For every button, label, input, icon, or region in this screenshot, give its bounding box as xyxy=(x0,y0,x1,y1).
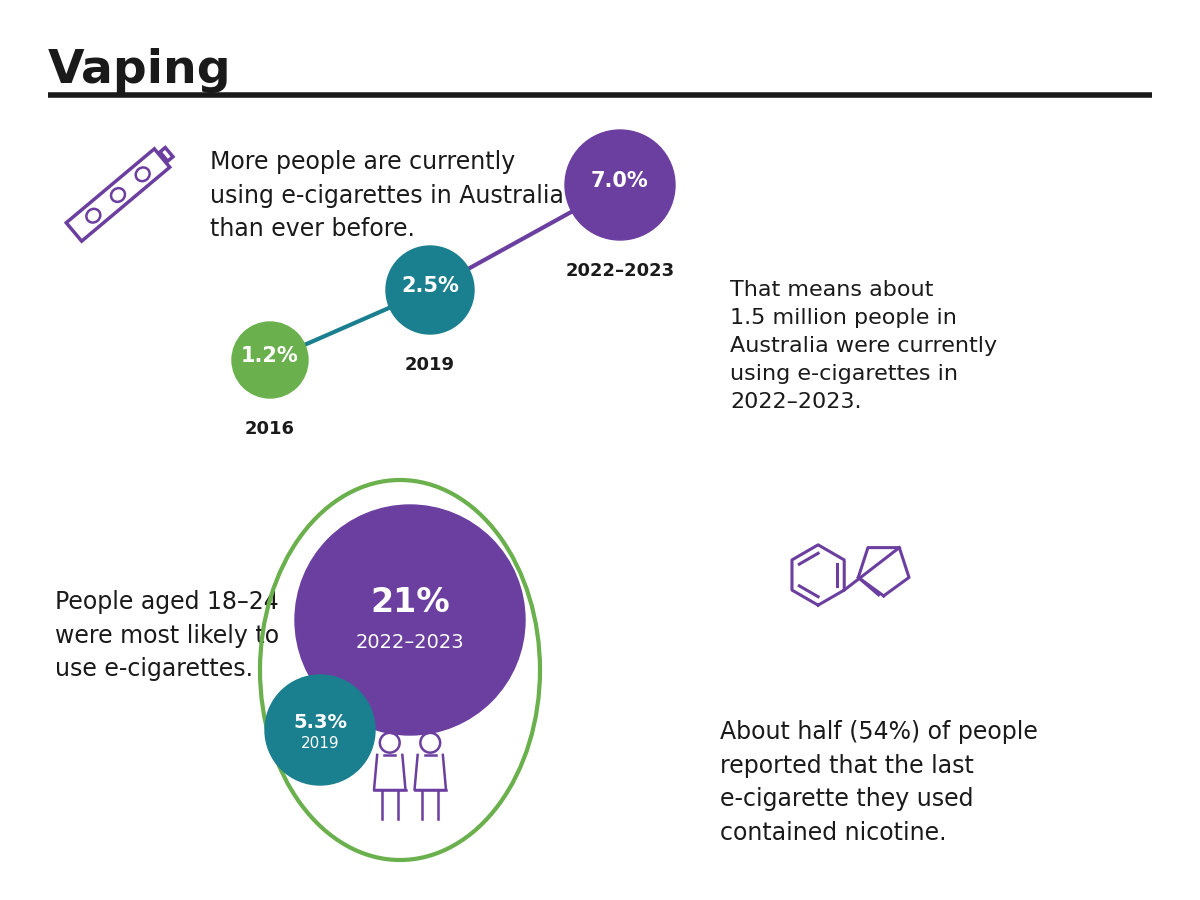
Text: Vaping: Vaping xyxy=(48,48,232,93)
Text: 2022–2023: 2022–2023 xyxy=(565,262,674,280)
Text: 7.0%: 7.0% xyxy=(592,171,649,191)
Text: 21%: 21% xyxy=(370,586,450,618)
Text: More people are currently
using e-cigarettes in Australia
than ever before.: More people are currently using e-cigare… xyxy=(210,150,564,241)
Text: 2019: 2019 xyxy=(301,735,340,751)
Text: 2019: 2019 xyxy=(406,356,455,374)
Text: People aged 18–24
were most likely to
use e-cigarettes.: People aged 18–24 were most likely to us… xyxy=(55,590,280,681)
Text: 1.2%: 1.2% xyxy=(241,346,299,366)
Circle shape xyxy=(565,130,674,240)
Circle shape xyxy=(265,675,374,785)
Text: 5.3%: 5.3% xyxy=(293,713,347,732)
Text: 2.5%: 2.5% xyxy=(401,276,458,296)
Text: 2022–2023: 2022–2023 xyxy=(355,633,464,652)
Circle shape xyxy=(295,505,526,735)
Circle shape xyxy=(232,322,308,398)
Circle shape xyxy=(386,246,474,334)
Text: About half (54%) of people
reported that the last
e-cigarette they used
containe: About half (54%) of people reported that… xyxy=(720,720,1038,844)
Text: That means about
1.5 million people in
Australia were currently
using e-cigarett: That means about 1.5 million people in A… xyxy=(730,280,997,412)
Text: 2016: 2016 xyxy=(245,420,295,438)
